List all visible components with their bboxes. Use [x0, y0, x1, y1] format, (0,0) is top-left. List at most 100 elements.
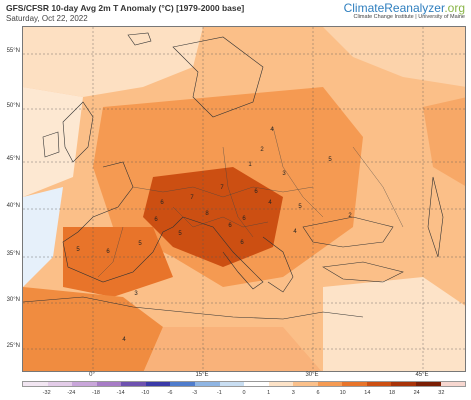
map-title: GFS/CFSR 10-day Avg 2m T Anomaly (°C) [1…: [6, 3, 245, 13]
value-label: 6: [154, 217, 158, 223]
value-label: 6: [254, 189, 258, 195]
colorbar-tick-label: 0: [242, 390, 246, 396]
colorbar-tick-label: -24: [67, 390, 76, 396]
brand-tld: .org: [444, 1, 465, 15]
lat-label-40n: 40°N: [6, 203, 20, 209]
map-date: Saturday, Oct 22, 2022: [6, 14, 88, 23]
value-label: 6: [228, 223, 232, 229]
colorbar-swatch: [23, 382, 48, 386]
graticule: [23, 27, 465, 371]
colorbar: [22, 381, 466, 387]
colorbar-swatch: [194, 382, 220, 386]
value-label: 4: [122, 337, 126, 343]
colorbar-tick-label: 1: [267, 390, 271, 396]
iberia-anomaly: [63, 227, 173, 297]
colorbar-tick-label: -32: [42, 390, 51, 396]
value-label: 5: [298, 204, 302, 210]
colorbar-swatch: [293, 382, 318, 386]
colorbar-swatch: [145, 382, 171, 386]
lon-label-15e: 15°E: [195, 372, 209, 378]
colorbar-swatch: [47, 382, 73, 386]
black-sea-coast: [302, 216, 394, 248]
colorbar-tick-label: -10: [141, 390, 150, 396]
value-label: 2: [348, 213, 352, 219]
colorbar-tick-label: 6: [316, 390, 320, 396]
colorbar-swatch: [244, 382, 269, 386]
east-anomaly: [423, 97, 465, 186]
brand-subtitle: Climate Change Institute | University of…: [353, 14, 465, 20]
colorbar-tick-label: 3: [291, 390, 295, 396]
brand-block: ClimateReanalyzer.org Climate Change Ins…: [344, 1, 465, 20]
central-europe-hot-anomaly: [143, 167, 283, 267]
colorbar-tick-label: -18: [92, 390, 100, 396]
colorbar-swatch: [391, 382, 416, 386]
value-label: 3: [134, 291, 138, 297]
lon-label-30e: 30°E: [305, 372, 319, 378]
map-canvas: [23, 27, 465, 371]
lat-label-55n: 55°N: [6, 48, 20, 54]
brand-name: ClimateReanalyzer: [343, 1, 445, 15]
lat-label-25n: 25°N: [6, 343, 20, 349]
colorbar-swatch: [342, 382, 367, 386]
colorbar-swatch: [440, 382, 466, 386]
value-label: 4: [268, 200, 272, 206]
north-africa-coast: [23, 296, 364, 320]
value-label: 8: [205, 211, 209, 217]
lon-label-0: 0°: [89, 372, 95, 378]
value-label: 5: [76, 247, 80, 253]
middle-east-anomaly: [323, 277, 465, 371]
colorbar-tick-label: 18: [388, 390, 396, 396]
lat-label-30n: 30°N: [6, 297, 20, 303]
lon-label-45e: 45°E: [415, 372, 429, 378]
value-label: 5: [328, 157, 332, 163]
colorbar-tick-label: 14: [364, 390, 371, 396]
scandinavia-coast: [172, 36, 264, 118]
italy-coast: [182, 216, 264, 290]
value-label: 6: [160, 200, 164, 206]
coastlines: [23, 32, 444, 320]
colorbar-tick-label: -3: [192, 390, 198, 396]
france-iberia-coast: [62, 161, 184, 283]
borders: [97, 126, 404, 278]
northeast-anomaly: [323, 27, 465, 87]
ireland-coast: [42, 131, 60, 158]
balkan-coast: [262, 236, 294, 293]
value-label: 4: [293, 229, 297, 235]
value-label: 4: [270, 127, 274, 133]
lat-label-45n: 45°N: [6, 156, 20, 162]
colorbar-tick-label: -1: [216, 390, 222, 396]
colorbar-tick-label: 32: [438, 390, 445, 396]
value-label: 5: [138, 241, 142, 247]
anatolia-coast: [322, 261, 404, 283]
value-label: 2: [260, 147, 264, 153]
colorbar-tick-label: -6: [167, 390, 173, 396]
colorbar-swatch: [219, 382, 245, 386]
value-label: 7: [190, 195, 194, 201]
iceland-coast: [127, 32, 152, 46]
colorbar-swatch: [366, 382, 392, 386]
value-label: 3: [282, 171, 286, 177]
colorbar-swatch: [416, 382, 441, 386]
colorbar-swatch: [121, 382, 146, 386]
caspian-coast: [427, 176, 444, 258]
colorbar-tick-label: 24: [413, 390, 420, 396]
atlantic-anomaly: [23, 87, 83, 197]
british-isles-coast: [62, 101, 94, 163]
brand-logo[interactable]: ClimateReanalyzer.org: [344, 1, 465, 15]
colorbar-tick-label: 10: [339, 390, 346, 396]
colorbar-swatch: [317, 382, 343, 386]
value-label: 6: [240, 240, 244, 246]
colorbar-swatch: [96, 382, 122, 386]
value-label: 5: [178, 231, 182, 237]
colorbar-swatch: [170, 382, 195, 386]
colorbar-swatch: [268, 382, 294, 386]
value-label: 7: [220, 185, 224, 191]
ocean-north-anomaly: [23, 27, 203, 97]
lat-label-35n: 35°N: [6, 251, 20, 257]
anomaly-map[interactable]: [22, 26, 466, 372]
lat-label-50n: 50°N: [6, 103, 20, 109]
value-label: 6: [242, 216, 246, 222]
atlantic-cool-anomaly: [23, 187, 63, 287]
value-label: 1: [248, 162, 252, 168]
value-label: 6: [106, 249, 110, 255]
